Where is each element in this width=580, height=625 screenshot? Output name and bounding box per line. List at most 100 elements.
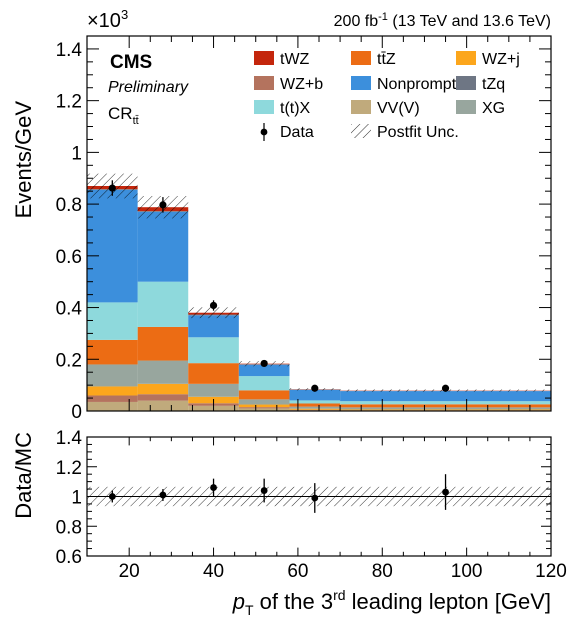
ratio-y-tick-0: 0.6 [56, 547, 82, 568]
legend-swatch-ttz [351, 51, 371, 65]
legend-swatch-twz [254, 51, 274, 65]
bar-ttx-bin-5 [340, 401, 551, 405]
legend-swatch-ttx [254, 100, 274, 114]
legend-label-1-2: VV(V) [377, 100, 420, 117]
x-tick-3: 80 [372, 561, 393, 582]
legend-marker-data [260, 128, 268, 136]
bar-wzj-bin-1 [137, 383, 189, 395]
data-point-3 [260, 359, 268, 368]
ratio-point-0 [108, 493, 116, 500]
bar-ttz-bin-0 [87, 339, 138, 365]
legend-swatch-vvv [351, 100, 371, 114]
ratio-y-tick-4: 1.4 [56, 428, 83, 449]
bar-nonprompt-bin-2 [188, 315, 239, 338]
main-x-ticks [128, 36, 552, 411]
main-y-tick-5: 1 [71, 143, 82, 164]
bar-wzb-bin-3 [238, 407, 290, 409]
mc-stack [87, 186, 551, 411]
ratio-plot-panel [87, 474, 551, 513]
ratio-point-2 [210, 484, 217, 491]
bar-nonprompt-bin-3 [238, 364, 290, 377]
bar-ttx-bin-0 [87, 302, 138, 340]
ratio-point-3 [260, 487, 268, 494]
x-tick-2: 60 [287, 561, 308, 582]
x-tick-4: 100 [451, 561, 483, 582]
unc-hatch-bin-2 [188, 307, 239, 319]
main-y-axis: 0 0.2 0.4 0.6 0.8 1 1.2 1.4 [56, 40, 551, 423]
legend-label-0-1: WZ+b [280, 76, 323, 93]
main-y-tick-2: 0.4 [56, 299, 83, 320]
ratio-points [108, 474, 449, 513]
ratio-point-5 [442, 488, 449, 496]
ratio-y-axis: 0.6 0.8 1 1.2 1.4 [56, 428, 551, 568]
legend-label-2-1: tZq [482, 76, 505, 93]
ratio-x-axis: 20 40 60 80 100 120 [119, 437, 567, 582]
ratio-y-tick-2: 1 [71, 488, 82, 509]
region-label: CRtt̄ [108, 104, 139, 127]
legend: tWZ WZ+b t(t)X Data tt̄Z Nonprompt VV(V) Postfi… [254, 51, 520, 141]
bar-xg-bin-4 [289, 406, 341, 409]
main-y-tick-4: 0.8 [56, 195, 82, 216]
legend-swatch-nonprompt [351, 76, 371, 90]
main-y-tick-3: 0.6 [56, 247, 82, 268]
data-point-1 [159, 201, 167, 209]
bar-nonprompt-bin-4 [289, 389, 341, 401]
x-axis-label: pT of the 3rd leading lepton [GeV] [232, 587, 551, 618]
ratio-y-axis-label: Data/MC [11, 432, 36, 519]
bar-vvv-bin-1 [137, 400, 189, 411]
bar-wzj-bin-3 [238, 404, 290, 408]
bar-xg-bin-1 [137, 360, 189, 384]
main-y-tick-7: 1.4 [56, 40, 83, 61]
legend-label-1-1: Nonprompt [377, 76, 457, 93]
bar-ttx-bin-2 [188, 337, 239, 364]
bar-ttz-bin-1 [137, 326, 189, 361]
legend-swatch-wzb [254, 76, 274, 90]
data-point-4 [311, 384, 319, 392]
bar-wzb-bin-1 [137, 394, 189, 401]
preliminary-label: Preliminary [108, 79, 189, 96]
bar-ttz-bin-3 [238, 390, 290, 400]
bar-xg-bin-0 [87, 364, 138, 387]
legend-label-2-2: XG [482, 100, 505, 117]
bar-ttz-bin-4 [289, 403, 341, 407]
main-y-axis-label: Events/GeV [11, 101, 36, 219]
ratio-y-tick-1: 0.8 [56, 517, 82, 538]
scale-factor: ×103 [87, 7, 128, 32]
legend-label-2-0: WZ+j [482, 51, 520, 68]
bar-vvv-bin-0 [87, 401, 138, 411]
bar-xg-bin-2 [188, 383, 239, 397]
ratio-y-tick-3: 1.2 [56, 458, 82, 479]
cms-label: CMS [110, 52, 152, 73]
data-points [108, 180, 450, 392]
bar-ttx-bin-4 [289, 400, 341, 404]
legend-label-0-0: tWZ [280, 51, 310, 68]
bar-nonprompt-bin-5 [340, 391, 551, 402]
ratio-point-1 [159, 491, 167, 499]
legend-label-1-3: Postfit Unc. [377, 124, 459, 141]
bar-wzb-bin-4 [289, 409, 341, 411]
legend-swatch-wzj [456, 51, 476, 65]
bar-nonprompt-bin-0 [87, 189, 138, 303]
main-plot-panel [87, 173, 551, 411]
data-point-5 [441, 384, 450, 392]
main-y-tick-1: 0.2 [56, 350, 82, 371]
bar-vvv-bin-3 [238, 408, 290, 411]
legend-swatch-tzq [456, 76, 476, 90]
legend-label-0-3: Data [280, 124, 314, 141]
legend-label-0-2: t(t)X [280, 100, 311, 117]
data-point-0 [108, 184, 116, 192]
main-y-tick-6: 1.2 [56, 92, 82, 113]
bar-ttx-bin-3 [238, 376, 290, 391]
legend-swatch-unc [351, 124, 371, 138]
main-y-tick-0: 0 [71, 402, 82, 423]
bar-xg-bin-3 [238, 399, 290, 405]
legend-label-1-0: tt̄Z [377, 51, 396, 68]
x-tick-0: 20 [119, 561, 140, 582]
bar-nonprompt-bin-1 [137, 211, 189, 282]
x-tick-1: 40 [203, 561, 224, 582]
lumi-label: 200 fb-1 (13 TeV and 13.6 TeV) [334, 11, 551, 30]
ratio-point-4 [311, 494, 319, 502]
bar-ttx-bin-1 [137, 281, 189, 327]
bar-wzj-bin-0 [87, 386, 138, 396]
